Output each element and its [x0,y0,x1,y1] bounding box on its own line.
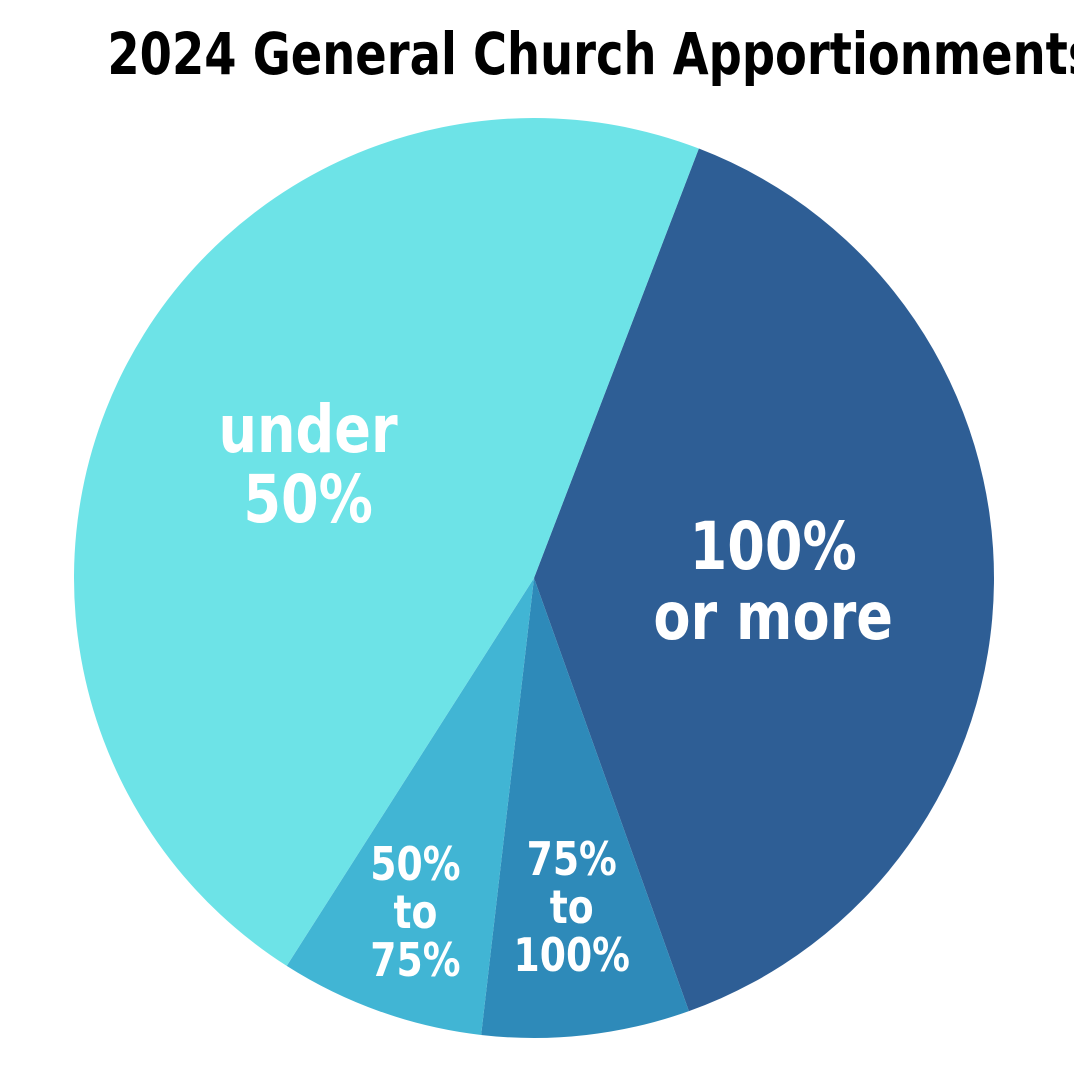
slice-label-0: 100% or more [653,509,893,656]
pie-slices [74,118,994,1038]
slice-label-line: 50% [243,462,373,539]
pie-slice-1 [481,578,689,1038]
slice-label-line: or more [653,579,893,656]
slice-label-2: 50% to 75% [370,837,460,987]
slice-label-line: 100% [513,928,629,982]
pie-slice-0 [534,148,994,1012]
pie-slice-2 [286,578,534,1035]
slice-label-line: 100% [690,509,857,586]
slice-label-line: under [219,392,398,469]
slice-label-line: to [550,880,594,934]
slice-label-line: to [393,885,437,939]
pie-slice-3 [74,118,699,966]
slice-label-line: 50% [370,837,460,891]
slice-label-1: 75% to 100% [513,832,629,982]
slice-label-line: 75% [370,933,460,987]
chart-title: 2024 General Church Apportionments [107,20,1074,88]
slice-label-3: under 50% [219,392,398,539]
slice-label-line: 75% [527,832,617,886]
